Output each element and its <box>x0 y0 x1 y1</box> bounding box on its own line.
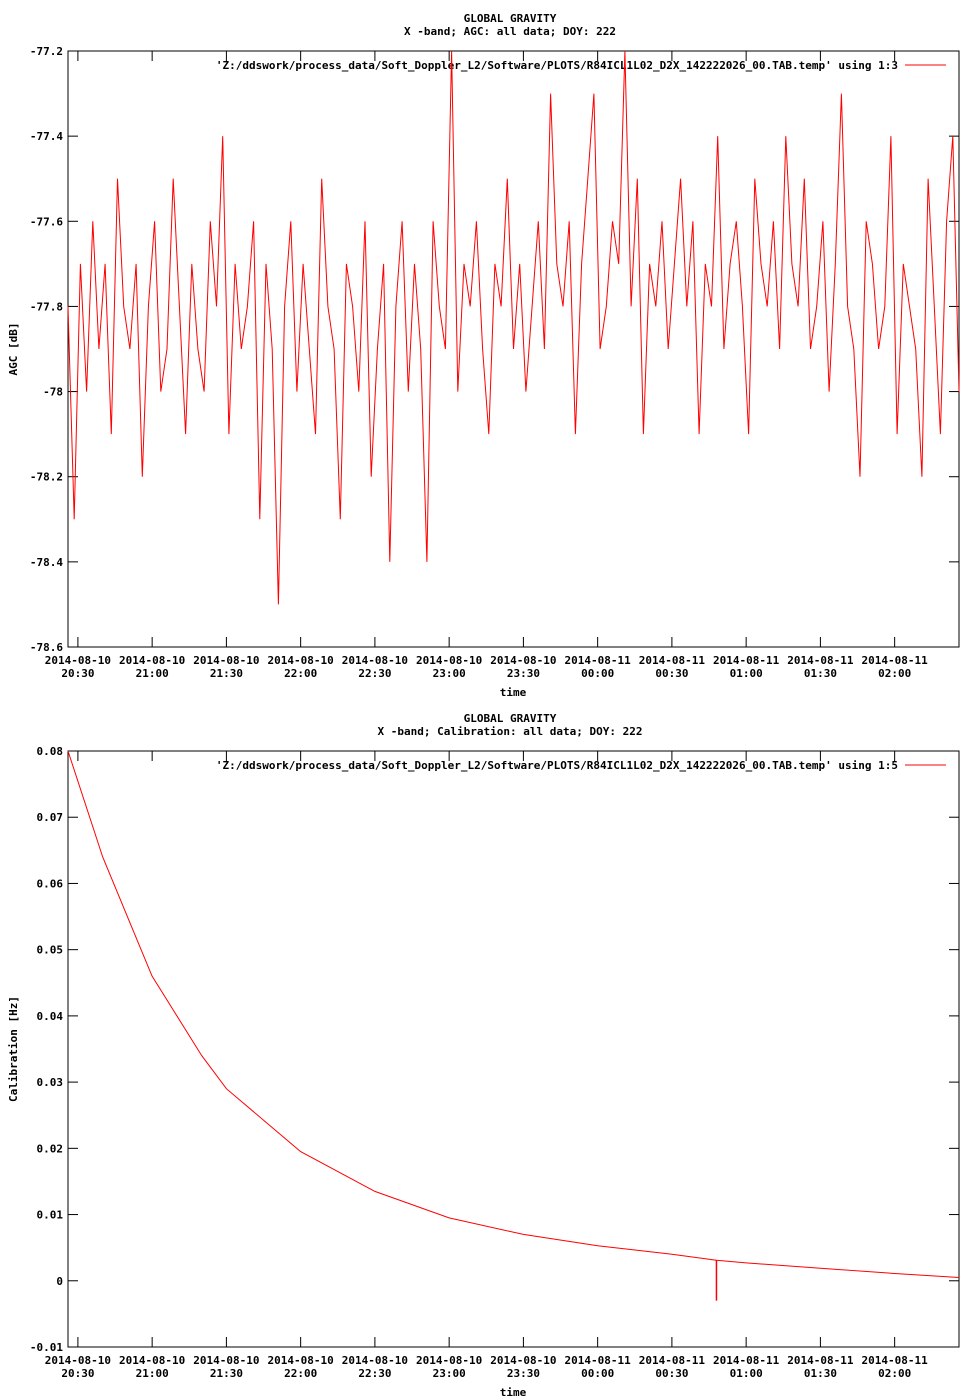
x-tick-date-label: 2014-08-10 <box>416 654 482 667</box>
y-tick-label: -77.4 <box>30 130 63 143</box>
x-tick-time-label: 23:30 <box>507 1367 540 1380</box>
cal-plot-frame <box>67 750 960 1348</box>
x-tick-time-label: 22:00 <box>284 667 317 680</box>
x-tick-date-label: 2014-08-11 <box>862 654 929 667</box>
x-tick-date-label: 2014-08-11 <box>639 1354 706 1367</box>
cal-x-axis: 2014-08-1020:302014-08-1021:002014-08-10… <box>45 751 928 1380</box>
agc-chart-title: GLOBAL GRAVITY <box>464 12 557 25</box>
y-tick-label: 0 <box>56 1275 63 1288</box>
cal-x-axis-label: time <box>500 1386 527 1399</box>
x-tick-time-label: 23:30 <box>507 667 540 680</box>
x-tick-date-label: 2014-08-10 <box>45 1354 111 1367</box>
x-tick-time-label: 00:00 <box>581 667 614 680</box>
x-tick-date-label: 2014-08-10 <box>193 654 259 667</box>
x-tick-time-label: 21:00 <box>136 667 169 680</box>
x-tick-time-label: 20:30 <box>61 667 94 680</box>
x-tick-time-label: 00:30 <box>655 1367 688 1380</box>
x-tick-time-label: 20:30 <box>61 1367 94 1380</box>
x-tick-time-label: 21:30 <box>210 1367 243 1380</box>
y-tick-label: 0.01 <box>37 1209 64 1222</box>
y-tick-label: 0.05 <box>37 944 64 957</box>
x-tick-date-label: 2014-08-10 <box>193 1354 259 1367</box>
calibration-chart: GLOBAL GRAVITY X -band; Calibration: all… <box>7 712 960 1399</box>
x-tick-time-label: 23:00 <box>433 667 466 680</box>
y-tick-label: -77.8 <box>30 300 63 313</box>
cal-chart-subtitle: X -band; Calibration: all data; DOY: 222 <box>378 725 643 738</box>
y-tick-label: -77.6 <box>30 215 63 228</box>
x-tick-time-label: 02:00 <box>878 667 911 680</box>
x-tick-time-label: 22:00 <box>284 1367 317 1380</box>
y-tick-label: -78.4 <box>30 556 63 569</box>
x-tick-time-label: 02:00 <box>878 1367 911 1380</box>
x-tick-date-label: 2014-08-11 <box>713 654 780 667</box>
cal-chart-title: GLOBAL GRAVITY <box>464 712 557 725</box>
x-tick-time-label: 00:30 <box>655 667 688 680</box>
x-tick-time-label: 00:00 <box>581 1367 614 1380</box>
x-tick-date-label: 2014-08-10 <box>490 1354 556 1367</box>
y-tick-label: -77.2 <box>30 45 63 58</box>
cal-y-axis: 0.08 0.07 0.06 0.05 0.04 0.03 0.02 0.01 0 -0.01 <box>30 745 959 1354</box>
x-tick-date-label: 2014-08-10 <box>490 654 556 667</box>
x-tick-date-label: 2014-08-11 <box>565 654 632 667</box>
x-tick-date-label: 2014-08-10 <box>119 1354 185 1367</box>
x-tick-time-label: 01:30 <box>804 1367 837 1380</box>
agc-chart: GLOBAL GRAVITY X -band; AGC: all data; D… <box>7 12 960 699</box>
x-tick-date-label: 2014-08-10 <box>342 654 408 667</box>
agc-plot-frame <box>67 50 960 648</box>
y-tick-label: -78.2 <box>30 471 63 484</box>
x-tick-date-label: 2014-08-11 <box>787 654 854 667</box>
cal-legend-label: 'Z:/ddswork/process_data/Soft_Doppler_L2… <box>216 759 898 772</box>
x-tick-date-label: 2014-08-10 <box>342 1354 408 1367</box>
cal-y-axis-label: Calibration [Hz] <box>7 996 20 1102</box>
y-tick-label: 0.06 <box>37 877 64 890</box>
x-tick-date-label: 2014-08-10 <box>268 654 334 667</box>
agc-series-line <box>67 50 960 605</box>
y-tick-label: -78 <box>43 386 63 399</box>
cal-series-line <box>67 750 960 1278</box>
agc-y-axis-label: AGC [dB] <box>7 323 20 376</box>
agc-x-axis: 2014-08-1020:302014-08-1021:002014-08-10… <box>45 51 928 680</box>
x-tick-time-label: 23:00 <box>433 1367 466 1380</box>
agc-chart-subtitle: X -band; AGC: all data; DOY: 222 <box>404 25 616 38</box>
y-tick-label: 0.04 <box>37 1010 64 1023</box>
agc-legend-label: 'Z:/ddswork/process_data/Soft_Doppler_L2… <box>216 59 898 72</box>
x-tick-time-label: 01:30 <box>804 667 837 680</box>
x-tick-date-label: 2014-08-11 <box>565 1354 632 1367</box>
y-tick-label: -0.01 <box>30 1341 63 1354</box>
x-tick-date-label: 2014-08-10 <box>268 1354 334 1367</box>
x-tick-date-label: 2014-08-11 <box>639 654 706 667</box>
x-tick-time-label: 22:30 <box>358 667 391 680</box>
y-tick-label: 0.08 <box>37 745 64 758</box>
x-tick-date-label: 2014-08-11 <box>787 1354 854 1367</box>
x-tick-date-label: 2014-08-10 <box>45 654 111 667</box>
y-tick-label: 0.07 <box>37 811 64 824</box>
x-tick-time-label: 21:00 <box>136 1367 169 1380</box>
x-tick-time-label: 01:00 <box>730 667 763 680</box>
y-tick-label: -78.6 <box>30 641 63 654</box>
y-tick-label: 0.03 <box>37 1076 64 1089</box>
agc-x-axis-label: time <box>500 686 527 699</box>
x-tick-time-label: 21:30 <box>210 667 243 680</box>
x-tick-time-label: 22:30 <box>358 1367 391 1380</box>
x-tick-date-label: 2014-08-10 <box>416 1354 482 1367</box>
x-tick-date-label: 2014-08-11 <box>713 1354 780 1367</box>
y-tick-label: 0.02 <box>37 1142 64 1155</box>
x-tick-time-label: 01:00 <box>730 1367 763 1380</box>
x-tick-date-label: 2014-08-10 <box>119 654 185 667</box>
x-tick-date-label: 2014-08-11 <box>862 1354 929 1367</box>
agc-y-axis: -77.2 -77.4 -77.6 -77.8 -78 -78.2 -78.4 -78.6 <box>30 45 959 654</box>
